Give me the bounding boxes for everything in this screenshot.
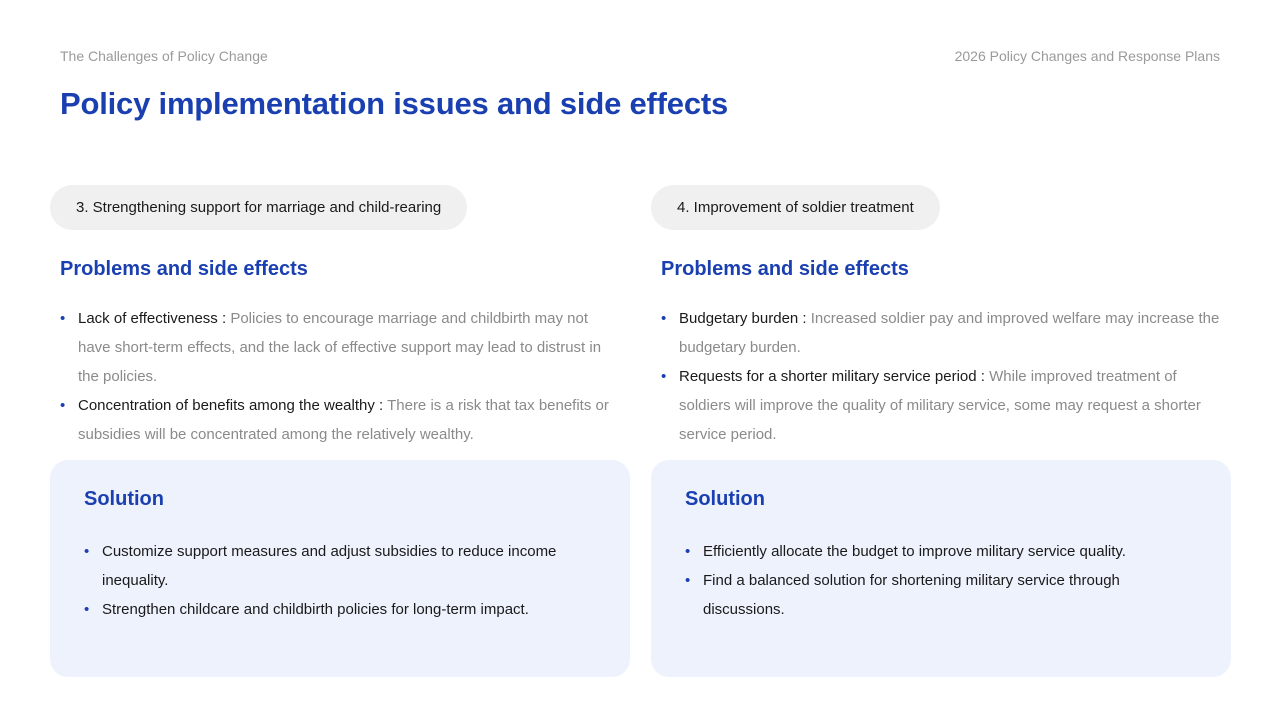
problems-list: Budgetary burden : Increased soldier pay… [661,304,1221,449]
problem-text: While improved treatment of soldiers wil… [679,368,1201,443]
solution-card: Solution Efficiently allocate the budget… [651,460,1231,677]
solution-card: Solution Customize support measures and … [50,460,630,677]
solution-heading: Solution [685,488,765,510]
problems-heading: Problems and side effects [60,258,308,280]
problem-text: Increased soldier pay and improved welfa… [679,310,1220,356]
solution-list: Customize support measures and adjust su… [84,537,594,624]
deck-label: 2026 Policy Changes and Response Plans [954,48,1220,64]
page-title: Policy implementation issues and side ef… [60,86,729,121]
solution-list: Efficiently allocate the budget to impro… [685,537,1195,624]
policy-column-marriage: 3. Strengthening support for marriage an… [50,185,630,677]
solution-heading: Solution [84,488,164,510]
problem-item: Concentration of benefits among the weal… [60,391,620,449]
policy-pill: 3. Strengthening support for marriage an… [50,185,468,230]
problem-item: Lack of effectiveness : Policies to enco… [60,304,620,391]
solution-item: Efficiently allocate the budget to impro… [685,537,1195,566]
problem-text: There is a risk that tax benefits or sub… [78,397,609,443]
problem-lead: Concentration of benefits among the weal… [78,397,384,414]
solution-item: Find a balanced solution for shortening … [685,566,1195,624]
policy-pill: 4. Improvement of soldier treatment [651,185,940,230]
solution-item: Strengthen childcare and childbirth poli… [84,595,594,624]
problem-lead: Lack of effectiveness : [78,310,227,327]
policy-column-soldier: 4. Improvement of soldier treatment Prob… [651,185,1231,677]
problems-heading: Problems and side effects [661,258,909,280]
problem-item: Requests for a shorter military service … [661,362,1221,449]
problem-lead: Budgetary burden : [679,310,807,327]
problem-lead: Requests for a shorter military service … [679,368,985,385]
problem-item: Budgetary burden : Increased soldier pay… [661,304,1221,362]
section-label: The Challenges of Policy Change [60,48,268,64]
problem-text: Policies to encourage marriage and child… [78,310,602,385]
solution-item: Customize support measures and adjust su… [84,537,594,595]
problems-list: Lack of effectiveness : Policies to enco… [60,304,620,449]
